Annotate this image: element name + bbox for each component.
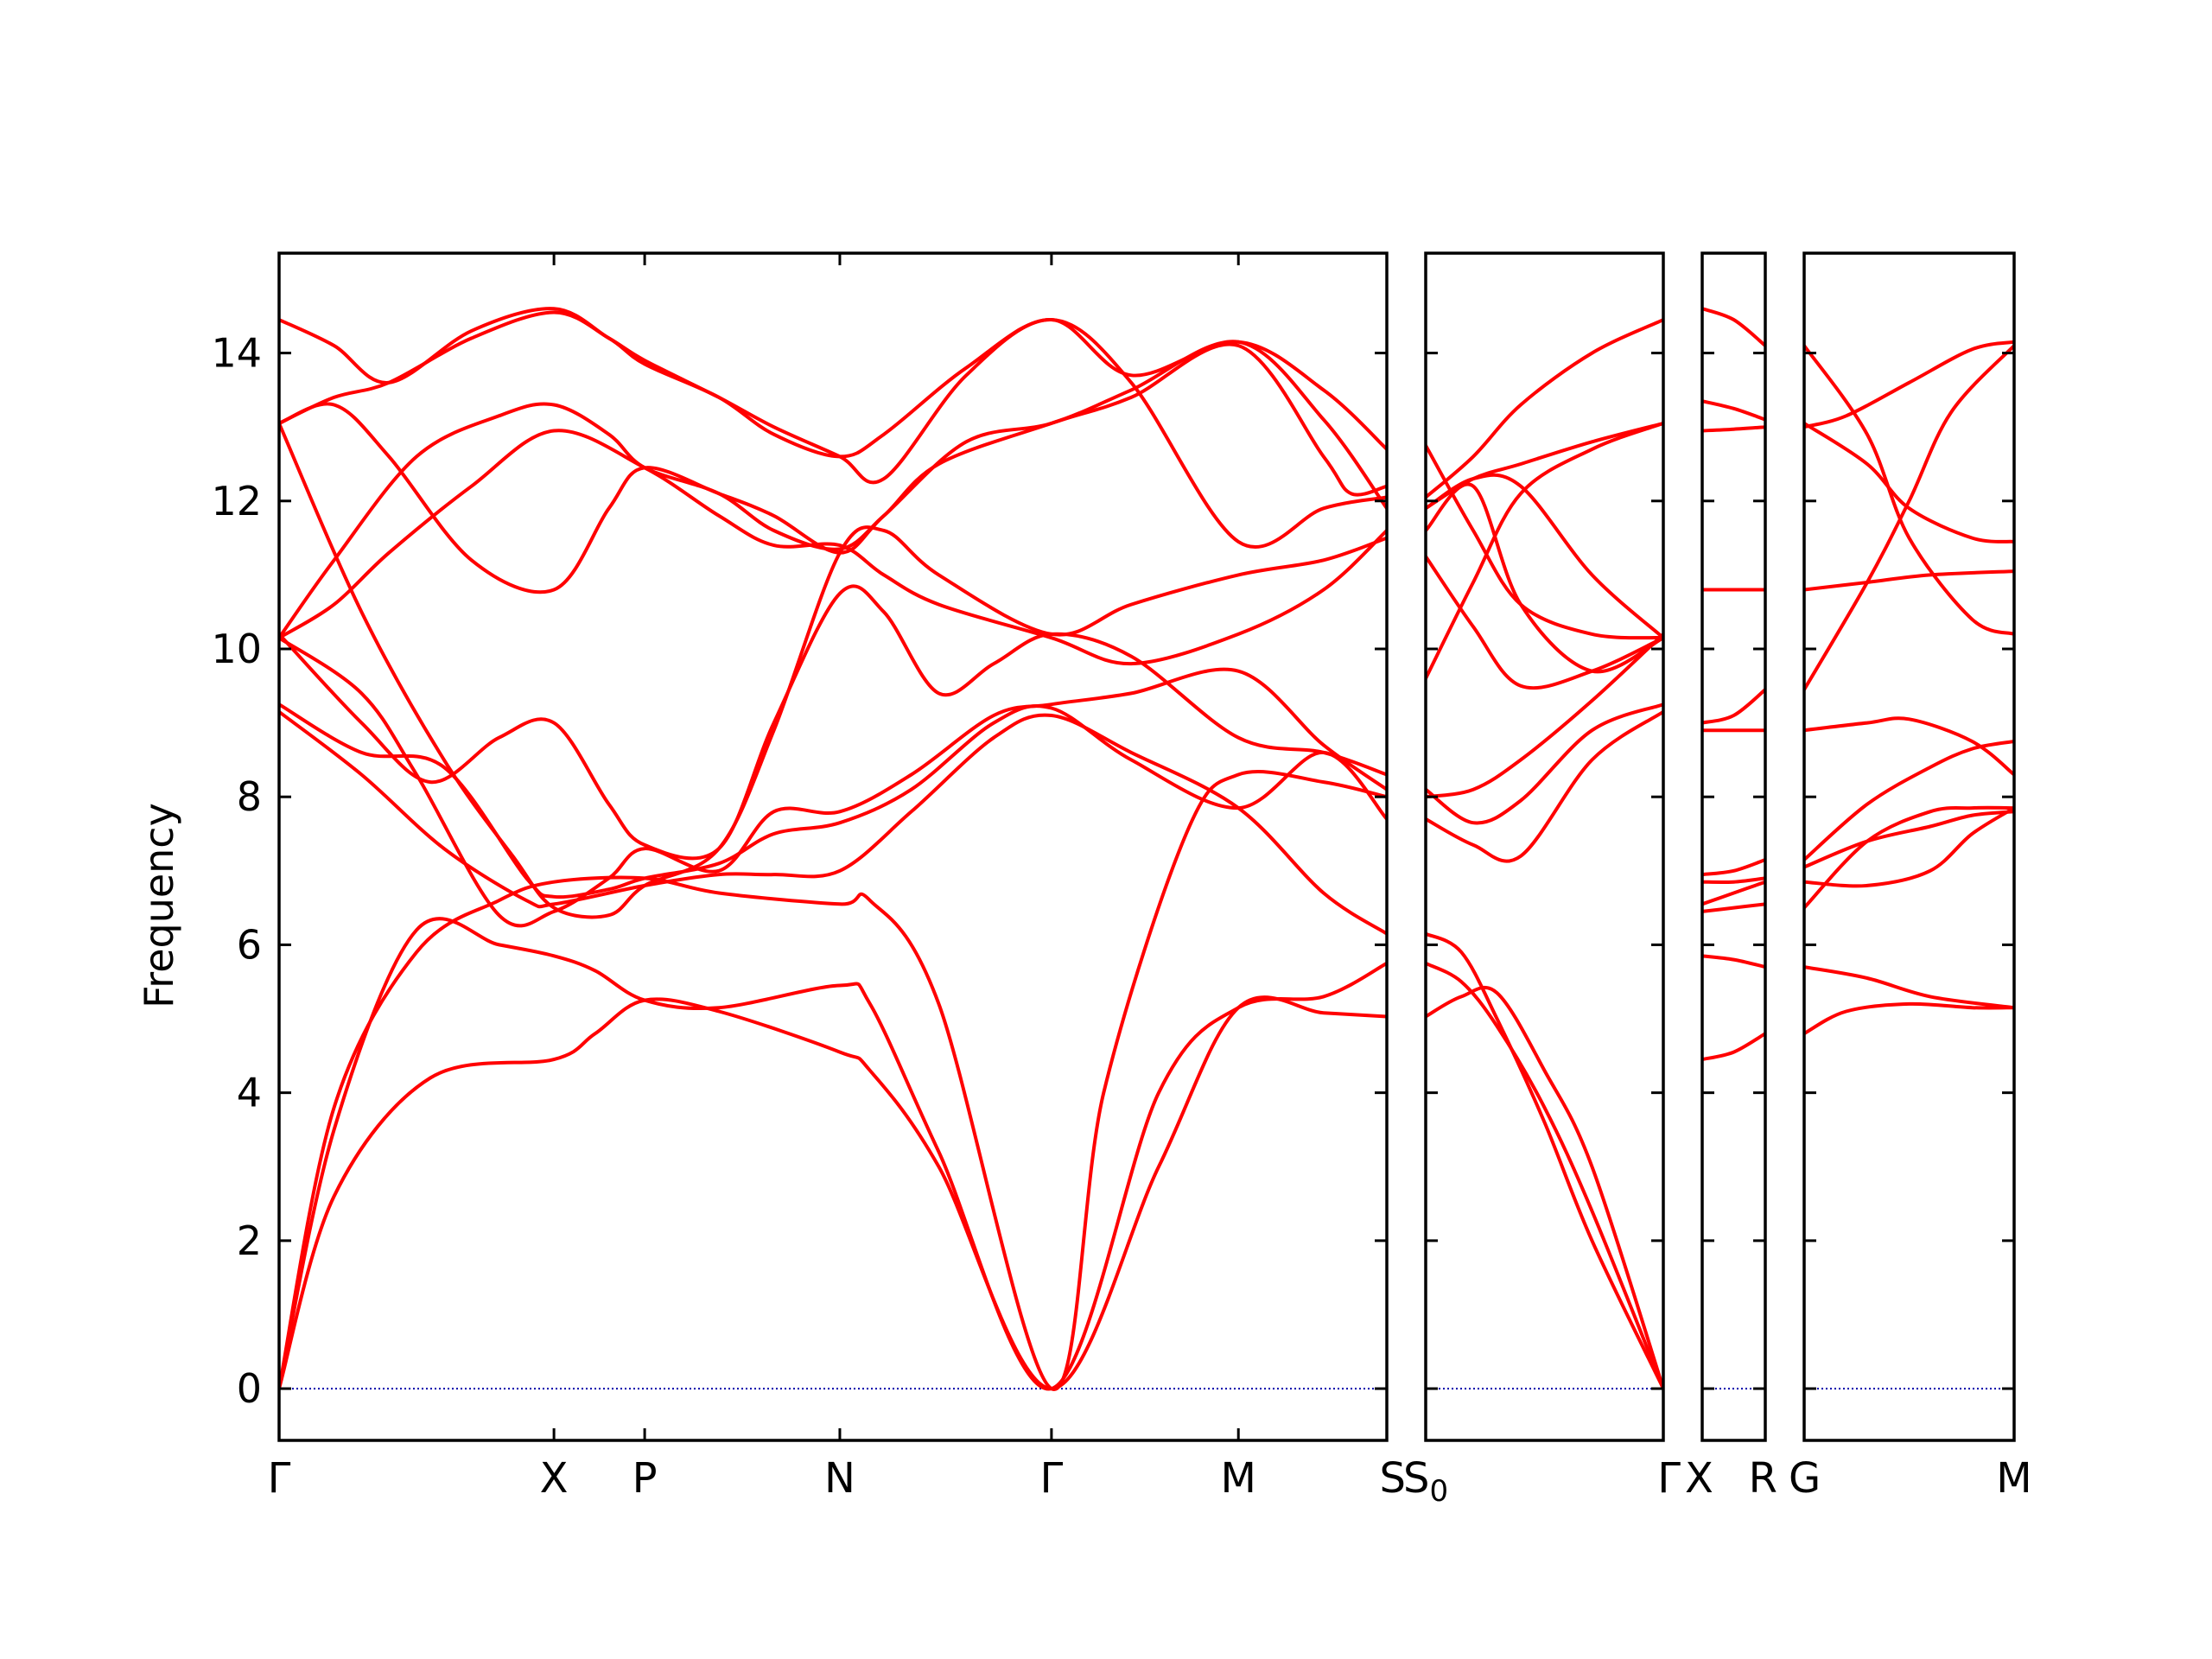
kpoint-label: Γ <box>1040 1454 1064 1503</box>
panel-1-frame <box>277 251 1389 1442</box>
band-line <box>279 709 1387 936</box>
band-line <box>1702 1032 1765 1062</box>
band-line <box>1426 961 1663 1391</box>
y-axis-label: Frequency <box>136 803 182 1008</box>
band-line <box>1702 902 1765 913</box>
bands-layer <box>279 307 2014 1391</box>
band-line <box>279 636 1387 928</box>
band-line <box>1804 805 2014 910</box>
band-line <box>1804 421 2014 543</box>
band-line <box>279 702 1387 899</box>
ticks-layer <box>277 253 2016 1440</box>
band-line <box>1804 740 2014 861</box>
band-line <box>1702 880 1765 906</box>
band-line <box>1426 709 1663 863</box>
band-line <box>279 917 1387 1391</box>
band-line <box>1426 473 1663 640</box>
y-tick-label: 6 <box>237 921 262 968</box>
y-tick-label: 0 <box>237 1365 262 1412</box>
band-line <box>1702 307 1765 347</box>
band-line <box>279 429 1387 666</box>
kpoint-label: S <box>1380 1454 1406 1503</box>
frames-layer <box>277 251 2016 1442</box>
panel-2-bands <box>1426 318 1663 1391</box>
band-line <box>1426 421 1663 511</box>
kpoint-label: R <box>1749 1454 1777 1503</box>
panel-4-bands <box>1804 340 2014 1390</box>
band-line <box>1426 318 1663 499</box>
band-line <box>1804 344 2014 692</box>
y-tick-label: 14 <box>211 330 262 377</box>
kpoint-label: P <box>632 1454 658 1503</box>
kpoint-label: G <box>1789 1454 1821 1503</box>
band-line <box>1426 555 1663 690</box>
band-line <box>1702 399 1765 422</box>
band-line <box>1426 985 1663 1391</box>
kpoint-label: X <box>1685 1454 1713 1503</box>
band-line <box>279 307 1387 550</box>
y-tick-label: 2 <box>237 1217 262 1264</box>
band-line <box>1702 858 1765 877</box>
kpoint-label: M <box>1996 1454 2031 1503</box>
band-line <box>279 340 1387 594</box>
band-line <box>1804 1001 2014 1036</box>
band-line <box>1426 443 1663 640</box>
kpoint-label: Γ <box>268 1454 291 1503</box>
band-line <box>1702 425 1765 433</box>
band-line <box>1702 876 1765 885</box>
band-line <box>1426 931 1663 1391</box>
band-line <box>1702 954 1765 969</box>
band-line <box>279 421 1387 919</box>
band-line <box>1804 340 2014 429</box>
band-line <box>1426 702 1663 825</box>
kpoint-label: S0 <box>1403 1454 1448 1509</box>
panel-1-bands <box>279 307 1387 1391</box>
band-line <box>1426 421 1663 681</box>
kpoint-label: M <box>1221 1454 1256 1503</box>
y-tick-label: 8 <box>237 773 262 820</box>
y-tick-label: 4 <box>237 1070 262 1116</box>
band-line <box>279 995 1387 1391</box>
band-line <box>279 310 1387 459</box>
band-line <box>279 342 1387 640</box>
band-line <box>1804 569 2014 592</box>
band-line <box>1804 716 2014 777</box>
kpoint-label: Γ <box>1657 1454 1681 1503</box>
band-line <box>1804 806 2014 888</box>
kpoint-label: X <box>540 1454 569 1503</box>
panel-3-frame <box>1700 251 1767 1442</box>
band-line <box>279 584 1387 861</box>
panel-3-bands <box>1702 307 1765 1390</box>
kpoint-label: N <box>824 1454 855 1503</box>
band-line <box>1804 344 2014 636</box>
panel-4-frame <box>1802 251 2016 1442</box>
y-tick-label: 12 <box>211 478 262 524</box>
panel-2-frame <box>1424 251 1665 1442</box>
y-tick-label: 10 <box>211 626 262 672</box>
band-line <box>279 770 1387 1391</box>
band-line <box>1702 688 1765 725</box>
band-line <box>1426 632 1663 799</box>
band-line <box>1804 810 2014 869</box>
band-line <box>1804 965 2014 1010</box>
